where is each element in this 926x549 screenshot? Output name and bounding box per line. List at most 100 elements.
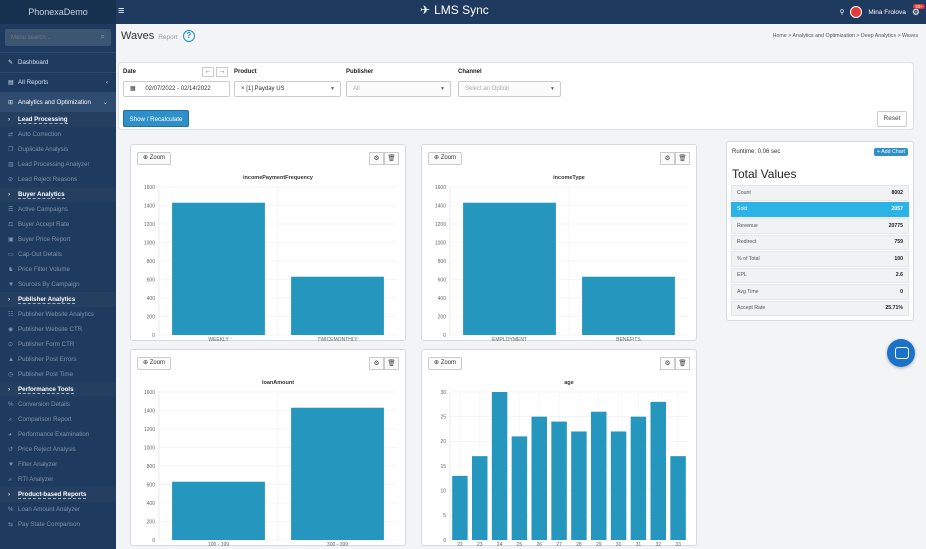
sidebar-item[interactable]: % Conversion Details	[0, 397, 116, 412]
sidebar-item[interactable]: % Loan Amount Analyzer	[0, 502, 116, 517]
sidebar-item[interactable]: › Lead Processing	[0, 112, 116, 127]
stat-row[interactable]: % of Total 100	[731, 251, 909, 267]
sidebar-item-label: Filter Analyzer	[18, 461, 58, 468]
bar	[172, 202, 265, 335]
sidebar-item[interactable]: ⊙ Publisher Form CTR	[0, 337, 116, 352]
link-icon[interactable]: ⚲	[839, 9, 845, 16]
sidebar-item[interactable]: ▤ All Reports ‹	[0, 72, 116, 92]
lms-logo-icon: ✈	[420, 3, 431, 17]
sidebar-item[interactable]: ▼ Sources By Campaign	[0, 277, 116, 292]
stat-row[interactable]: Revenue 20775	[731, 218, 909, 234]
zoom-button[interactable]: ⊕ Zoom	[137, 357, 172, 370]
chart-settings-icon[interactable]: ⚙	[369, 357, 384, 370]
sidebar-item[interactable]: ☰ Active Campaigns	[0, 202, 116, 217]
avatar[interactable]	[850, 6, 863, 18]
zoom-icon: ⊕	[434, 155, 441, 161]
sidebar-item-icon: %	[8, 401, 14, 408]
chart-settings-icon[interactable]: ⚙	[660, 152, 675, 165]
sidebar-item[interactable]: › Buyer Analytics	[0, 187, 116, 202]
stat-row[interactable]: Avg Time 0	[731, 284, 909, 300]
sidebar-item-label: All Reports	[18, 79, 49, 86]
date-next-button[interactable]: →	[216, 67, 228, 77]
date-prev-button[interactable]: ←	[202, 67, 214, 77]
sidebar-item[interactable]: ↺ Price Reject Analysis	[0, 442, 116, 457]
sidebar-item[interactable]: › Product-based Reports	[0, 487, 116, 502]
sidebar-item[interactable]: ◉ Publisher Website CTR	[0, 322, 116, 337]
zoom-button[interactable]: ⊕ Zoom	[428, 357, 463, 370]
user-name[interactable]: Mina Frolova	[868, 8, 906, 16]
sidebar-item-label: Active Campaigns	[18, 206, 68, 213]
remove-product-icon[interactable]: ×	[241, 86, 245, 92]
filter-panel: Date ← → ▦ 02/07/2022 - 02/14/2022 Produ…	[118, 62, 914, 130]
bar	[650, 401, 666, 540]
sidebar-item[interactable]: › Publisher Analytics	[0, 292, 116, 307]
sidebar-item[interactable]: ▼ Filter Analyzer	[0, 457, 116, 472]
zoom-button[interactable]: ⊕ Zoom	[137, 152, 172, 165]
sidebar-item[interactable]: ▣ Buyer Price Report	[0, 232, 116, 247]
stat-row[interactable]: EPL 2.6	[731, 267, 909, 283]
x-tick-label: 300 - 399	[327, 542, 348, 546]
y-tick-label: 1600	[144, 390, 155, 396]
help-icon[interactable]: ?	[182, 30, 195, 42]
sidebar-item-icon: ↺	[8, 446, 14, 453]
bar	[582, 276, 675, 335]
sidebar-item-label: Performance Examination	[18, 431, 90, 438]
sidebar-item[interactable]: ⇄ Auto Correction	[0, 127, 116, 142]
sidebar-item[interactable]: ⩘ Comparison Report	[0, 412, 116, 427]
sidebar-item[interactable]: ⇆ Pay State Comparison	[0, 517, 116, 532]
sidebar-item-label: Publisher Post Time	[18, 371, 74, 378]
sidebar-item-label: Loan Amount Analyzer	[18, 506, 80, 513]
sidebar-item[interactable]: ◷ Publisher Post Time	[0, 367, 116, 382]
sidebar-item[interactable]: ▭ Cap-Out Details	[0, 247, 116, 262]
breadcrumb[interactable]: Home > Analytics and Optimization > Deep…	[772, 33, 918, 39]
stat-row[interactable]: Sold 2057	[731, 201, 909, 217]
menu-search-input[interactable]	[5, 29, 90, 46]
sidebar-item-icon: ⊘	[8, 176, 14, 183]
sidebar-item[interactable]: ⚖ Buyer Accept Rate	[0, 217, 116, 232]
chart-settings-icon[interactable]: ⚙	[660, 357, 675, 370]
y-tick-label: 1400	[435, 203, 446, 209]
menu-toggle-icon[interactable]: ≡	[118, 5, 125, 17]
sidebar-item-icon: ⚖	[8, 221, 14, 228]
stat-label: Redirect	[737, 239, 757, 246]
stat-row[interactable]: Redirect 759	[731, 234, 909, 250]
show-recalculate-button[interactable]: Show / Recalculate	[123, 110, 189, 127]
sidebar-item[interactable]: ◕ Performance Examination	[0, 427, 116, 442]
notification-icon[interactable]: ⚙ 50+	[911, 3, 925, 17]
trash-icon[interactable]: 🗑	[675, 357, 690, 370]
sidebar-item[interactable]: ⊘ Lead Reject Reasons	[0, 172, 116, 187]
stat-row[interactable]: Accept Rate 25.71%	[731, 300, 909, 316]
y-tick-label: 1600	[435, 185, 446, 191]
sidebar-item-label: Auto Correction	[18, 131, 61, 138]
sidebar-item[interactable]: ♞ Price Filter Volume	[0, 262, 116, 277]
y-tick-label: 400	[147, 501, 156, 507]
brand-logo[interactable]: PhonexaDemo	[0, 0, 116, 24]
sidebar-item[interactable]: › Performance Tools	[0, 382, 116, 397]
y-tick-label: 15	[440, 464, 446, 470]
y-tick-label: 600	[147, 277, 156, 283]
x-tick-label: EMPLOYMENT	[492, 337, 527, 341]
product-select[interactable]: × [1] Payday US ▼	[234, 81, 341, 97]
sidebar-item[interactable]: ⊞ Analytics and Optimization ⌄	[0, 92, 116, 112]
sidebar-item[interactable]: ❐ Duplicate Analysis	[0, 142, 116, 157]
stat-row[interactable]: Count 8002	[731, 185, 909, 201]
trash-icon[interactable]: 🗑	[675, 152, 690, 165]
trash-icon[interactable]: 🗑	[384, 152, 399, 165]
reset-button[interactable]: Reset	[877, 111, 907, 127]
trash-icon[interactable]: 🗑	[384, 357, 399, 370]
chart-settings-icon[interactable]: ⚙	[369, 152, 384, 165]
sidebar-item[interactable]: ▥ Lead Processing Analyzer	[0, 157, 116, 172]
sidebar-item[interactable]: ✎ Dashboard	[0, 52, 116, 72]
channel-select[interactable]: Select an Option ▼	[458, 81, 561, 97]
chat-widget-icon[interactable]	[887, 339, 915, 367]
x-tick-label: 26	[536, 542, 542, 546]
publisher-select[interactable]: All ▼	[346, 81, 451, 97]
sidebar-item[interactable]: ▲ Publisher Post Errors	[0, 352, 116, 367]
sidebar-item[interactable]: ☷ Publisher Website Analytics	[0, 307, 116, 322]
date-range-field[interactable]: ▦ 02/07/2022 - 02/14/2022	[123, 81, 230, 97]
x-tick-label: 28	[576, 542, 582, 546]
sidebar-item[interactable]: ⩘ RTI Analyzer	[0, 472, 116, 487]
add-chart-button[interactable]: + Add Chart	[873, 148, 908, 156]
search-icon[interactable]: ⌕	[100, 32, 105, 41]
zoom-button[interactable]: ⊕ Zoom	[428, 152, 463, 165]
